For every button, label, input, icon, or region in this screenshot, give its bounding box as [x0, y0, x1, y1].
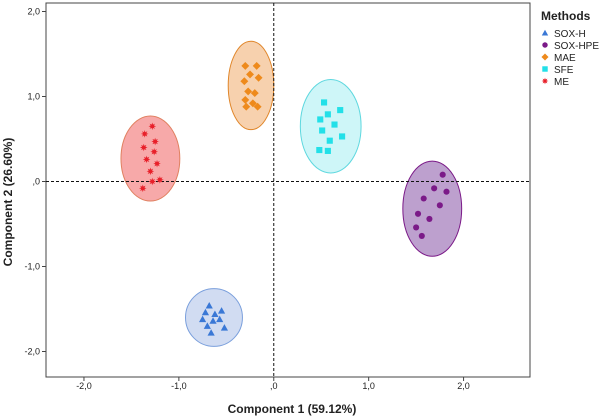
point-sox-hpe: [420, 195, 427, 202]
ellipse-sox-hpe: [402, 160, 463, 257]
point-sox-h: [217, 307, 226, 314]
legend-circle-icon: [542, 42, 548, 48]
point-mae: [253, 102, 262, 111]
legend-item-sfe: SFE: [542, 65, 574, 76]
legend-label: SOX-HPE: [554, 41, 599, 52]
legend-label: MAE: [554, 53, 576, 64]
x-axis-label: Component 1 (59.12%): [228, 402, 357, 416]
y-tick-label: 1,0: [27, 92, 40, 102]
legend-square-icon: [542, 66, 548, 72]
series-me: [139, 122, 164, 193]
legend-item-sox-hpe: SOX-HPE: [542, 41, 599, 52]
x-tick-label: 1,0: [362, 381, 375, 391]
y-axis-label: Component 2 (26.60%): [1, 138, 15, 267]
point-sox-h: [198, 315, 207, 323]
legend-label: SOX-H: [554, 29, 586, 40]
point-sox-h: [201, 308, 210, 316]
x-tick-label: -2,0: [76, 381, 92, 391]
legend-item-me: ME: [541, 77, 569, 88]
y-tick-label: 2,0: [27, 7, 40, 17]
point-sfe: [331, 121, 338, 128]
point-me: [139, 184, 147, 193]
point-me: [156, 176, 164, 184]
point-sox-hpe: [414, 210, 422, 217]
point-mae: [241, 95, 250, 104]
point-sox-hpe: [431, 185, 438, 192]
point-sox-hpe: [418, 232, 425, 239]
reference-lines: [46, 3, 530, 377]
point-sfe: [326, 137, 333, 144]
ellipse-sfe: [299, 79, 362, 174]
x-tick-label: 2,0: [457, 381, 470, 391]
point-sox-h: [207, 329, 215, 336]
point-me: [151, 137, 159, 146]
legend-triangle-icon: [541, 29, 549, 36]
point-mae: [241, 61, 250, 70]
point-sox-h: [211, 310, 219, 317]
point-mae: [248, 99, 257, 108]
legend-item-sox-h: SOX-H: [541, 29, 586, 40]
point-sox-h: [220, 324, 229, 331]
series-mae: [240, 61, 263, 111]
point-sox-hpe: [426, 215, 433, 222]
point-mae: [250, 89, 259, 98]
point-sfe: [324, 111, 331, 118]
point-sfe: [317, 116, 324, 123]
point-sfe: [319, 127, 326, 134]
point-sox-hpe: [443, 188, 450, 195]
legend-diamond-icon: [541, 53, 549, 61]
point-sox-h: [216, 315, 224, 323]
point-sfe: [339, 133, 346, 140]
point-sox-hpe: [413, 224, 420, 231]
ellipse-mae: [227, 40, 275, 131]
y-tick-label: -2,0: [24, 347, 40, 357]
point-me: [153, 159, 161, 168]
point-sox-h: [203, 322, 211, 329]
ellipse-me: [120, 115, 181, 202]
y-tick-label: -1,0: [24, 262, 40, 272]
series-sox-h: [198, 302, 229, 336]
point-sfe: [324, 147, 331, 154]
point-mae: [252, 61, 261, 70]
point-mae: [242, 102, 251, 111]
legend-star-icon: [541, 77, 549, 85]
series-sfe: [316, 99, 346, 154]
point-sox-hpe: [436, 202, 443, 209]
point-sfe: [337, 107, 344, 114]
point-sox-h: [209, 317, 217, 324]
point-mae: [254, 73, 263, 82]
series-sox-hpe: [413, 171, 450, 239]
point-sfe: [316, 146, 323, 154]
point-mae: [244, 87, 253, 96]
point-me: [139, 143, 148, 152]
legend-label: SFE: [554, 65, 574, 76]
point-mae: [240, 77, 249, 86]
legend-label: ME: [554, 77, 569, 88]
axis-ticks: -2,0 -1,0 ,0 1,0 2,0 2,0 1,0 ,0 -1,0 -2,0: [24, 7, 469, 392]
point-sox-h: [205, 302, 213, 309]
data-points: [139, 61, 450, 336]
point-sfe: [321, 99, 328, 106]
point-mae: [246, 70, 254, 79]
point-me: [148, 177, 157, 186]
point-me: [142, 155, 151, 164]
point-me: [148, 122, 157, 131]
y-tick-label: ,0: [32, 177, 40, 187]
point-me: [140, 130, 149, 138]
x-tick-label: ,0: [270, 381, 278, 391]
point-me: [146, 167, 155, 176]
x-tick-label: -1,0: [171, 381, 187, 391]
point-me: [150, 147, 158, 156]
point-sox-hpe: [439, 171, 446, 178]
legend-item-mae: MAE: [541, 53, 576, 64]
ellipse-sox-h: [185, 288, 243, 347]
legend-title: Methods: [541, 9, 591, 23]
